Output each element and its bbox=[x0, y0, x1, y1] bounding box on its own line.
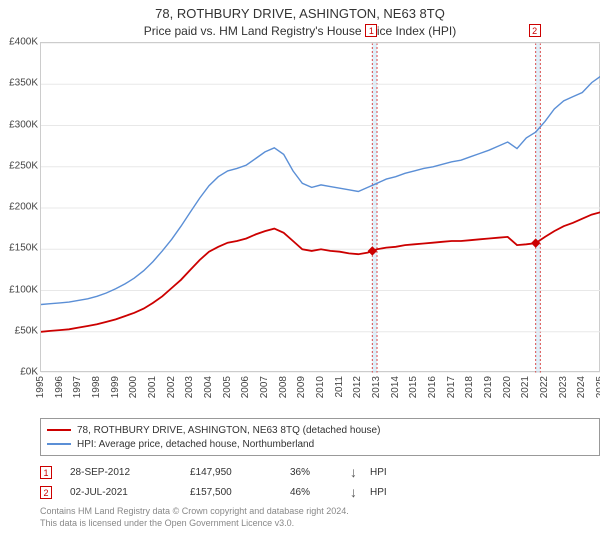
table-row: 1 28-SEP-2012 £147,950 36% ↓ HPI bbox=[40, 462, 600, 482]
arrow-down-icon: ↓ bbox=[350, 484, 370, 500]
x-axis-label: 2025 bbox=[595, 376, 600, 398]
x-axis-label: 2015 bbox=[408, 376, 419, 398]
x-axis-label: 2017 bbox=[446, 376, 457, 398]
x-axis-label: 2021 bbox=[520, 376, 531, 398]
x-axis-label: 2008 bbox=[278, 376, 289, 398]
legend-item: HPI: Average price, detached house, Nort… bbox=[47, 437, 593, 451]
plot-area bbox=[40, 42, 600, 372]
legend-item: 78, ROTHBURY DRIVE, ASHINGTON, NE63 8TQ … bbox=[47, 423, 593, 437]
hpi-label: HPI bbox=[370, 487, 410, 498]
footer-line: This data is licensed under the Open Gov… bbox=[40, 518, 600, 530]
hpi-label: HPI bbox=[370, 467, 410, 478]
chart-title: 78, ROTHBURY DRIVE, ASHINGTON, NE63 8TQ bbox=[0, 0, 600, 21]
x-axis-label: 1999 bbox=[110, 376, 121, 398]
transaction-pct: 46% bbox=[290, 487, 350, 498]
x-axis-label: 2022 bbox=[539, 376, 550, 398]
marker-badge: 2 bbox=[40, 486, 52, 499]
marker-badge: 1 bbox=[40, 466, 52, 479]
footer-line: Contains HM Land Registry data © Crown c… bbox=[40, 506, 600, 518]
y-axis-label: £300K bbox=[9, 119, 38, 130]
chart-container: 78, ROTHBURY DRIVE, ASHINGTON, NE63 8TQ … bbox=[0, 0, 600, 560]
legend: 78, ROTHBURY DRIVE, ASHINGTON, NE63 8TQ … bbox=[40, 418, 600, 456]
transaction-pct: 36% bbox=[290, 467, 350, 478]
y-axis-label: £200K bbox=[9, 202, 38, 213]
footer-attribution: Contains HM Land Registry data © Crown c… bbox=[40, 506, 600, 529]
legend-label: 78, ROTHBURY DRIVE, ASHINGTON, NE63 8TQ … bbox=[77, 425, 380, 436]
x-axis-label: 2006 bbox=[240, 376, 251, 398]
x-axis-label: 2007 bbox=[259, 376, 270, 398]
legend-swatch bbox=[47, 429, 71, 431]
x-axis-label: 2010 bbox=[315, 376, 326, 398]
transaction-date: 28-SEP-2012 bbox=[70, 467, 190, 478]
x-axis-label: 2018 bbox=[464, 376, 475, 398]
x-axis-label: 2005 bbox=[222, 376, 233, 398]
y-axis-label: £250K bbox=[9, 160, 38, 171]
y-axis-label: £50K bbox=[15, 325, 38, 336]
x-axis-label: 2003 bbox=[184, 376, 195, 398]
x-axis-label: 2012 bbox=[352, 376, 363, 398]
x-axis-label: 2020 bbox=[502, 376, 513, 398]
arrow-down-icon: ↓ bbox=[350, 464, 370, 480]
chart-subtitle: Price paid vs. HM Land Registry's House … bbox=[0, 21, 600, 42]
chart-area: £0K£50K£100K£150K£200K£250K£300K£350K£40… bbox=[40, 42, 600, 412]
legend-swatch bbox=[47, 443, 71, 445]
x-axis-label: 1996 bbox=[54, 376, 65, 398]
plot-svg bbox=[41, 43, 600, 373]
y-axis-label: £350K bbox=[9, 78, 38, 89]
x-axis-label: 2011 bbox=[334, 376, 345, 398]
marker-badge: 1 bbox=[365, 24, 377, 37]
x-axis-label: 2002 bbox=[166, 376, 177, 398]
x-axis-label: 2019 bbox=[483, 376, 494, 398]
x-axis-label: 1995 bbox=[35, 376, 46, 398]
y-axis-label: £100K bbox=[9, 284, 38, 295]
transaction-price: £157,500 bbox=[190, 487, 290, 498]
table-row: 2 02-JUL-2021 £157,500 46% ↓ HPI bbox=[40, 482, 600, 502]
legend-label: HPI: Average price, detached house, Nort… bbox=[77, 439, 314, 450]
y-axis-label: £400K bbox=[9, 37, 38, 48]
transaction-date: 02-JUL-2021 bbox=[70, 487, 190, 498]
x-axis-label: 2013 bbox=[371, 376, 382, 398]
x-axis-label: 2023 bbox=[558, 376, 569, 398]
x-axis-label: 2009 bbox=[296, 376, 307, 398]
x-axis-label: 1998 bbox=[91, 376, 102, 398]
x-axis-label: 2016 bbox=[427, 376, 438, 398]
x-axis-label: 2000 bbox=[128, 376, 139, 398]
x-axis-label: 1997 bbox=[72, 376, 83, 398]
transaction-price: £147,950 bbox=[190, 467, 290, 478]
marker-badge: 2 bbox=[529, 24, 541, 37]
transaction-table: 1 28-SEP-2012 £147,950 36% ↓ HPI 2 02-JU… bbox=[40, 462, 600, 502]
x-axis-label: 2004 bbox=[203, 376, 214, 398]
x-axis-label: 2024 bbox=[576, 376, 587, 398]
x-axis-label: 2014 bbox=[390, 376, 401, 398]
y-axis-label: £150K bbox=[9, 243, 38, 254]
x-axis-label: 2001 bbox=[147, 376, 158, 398]
